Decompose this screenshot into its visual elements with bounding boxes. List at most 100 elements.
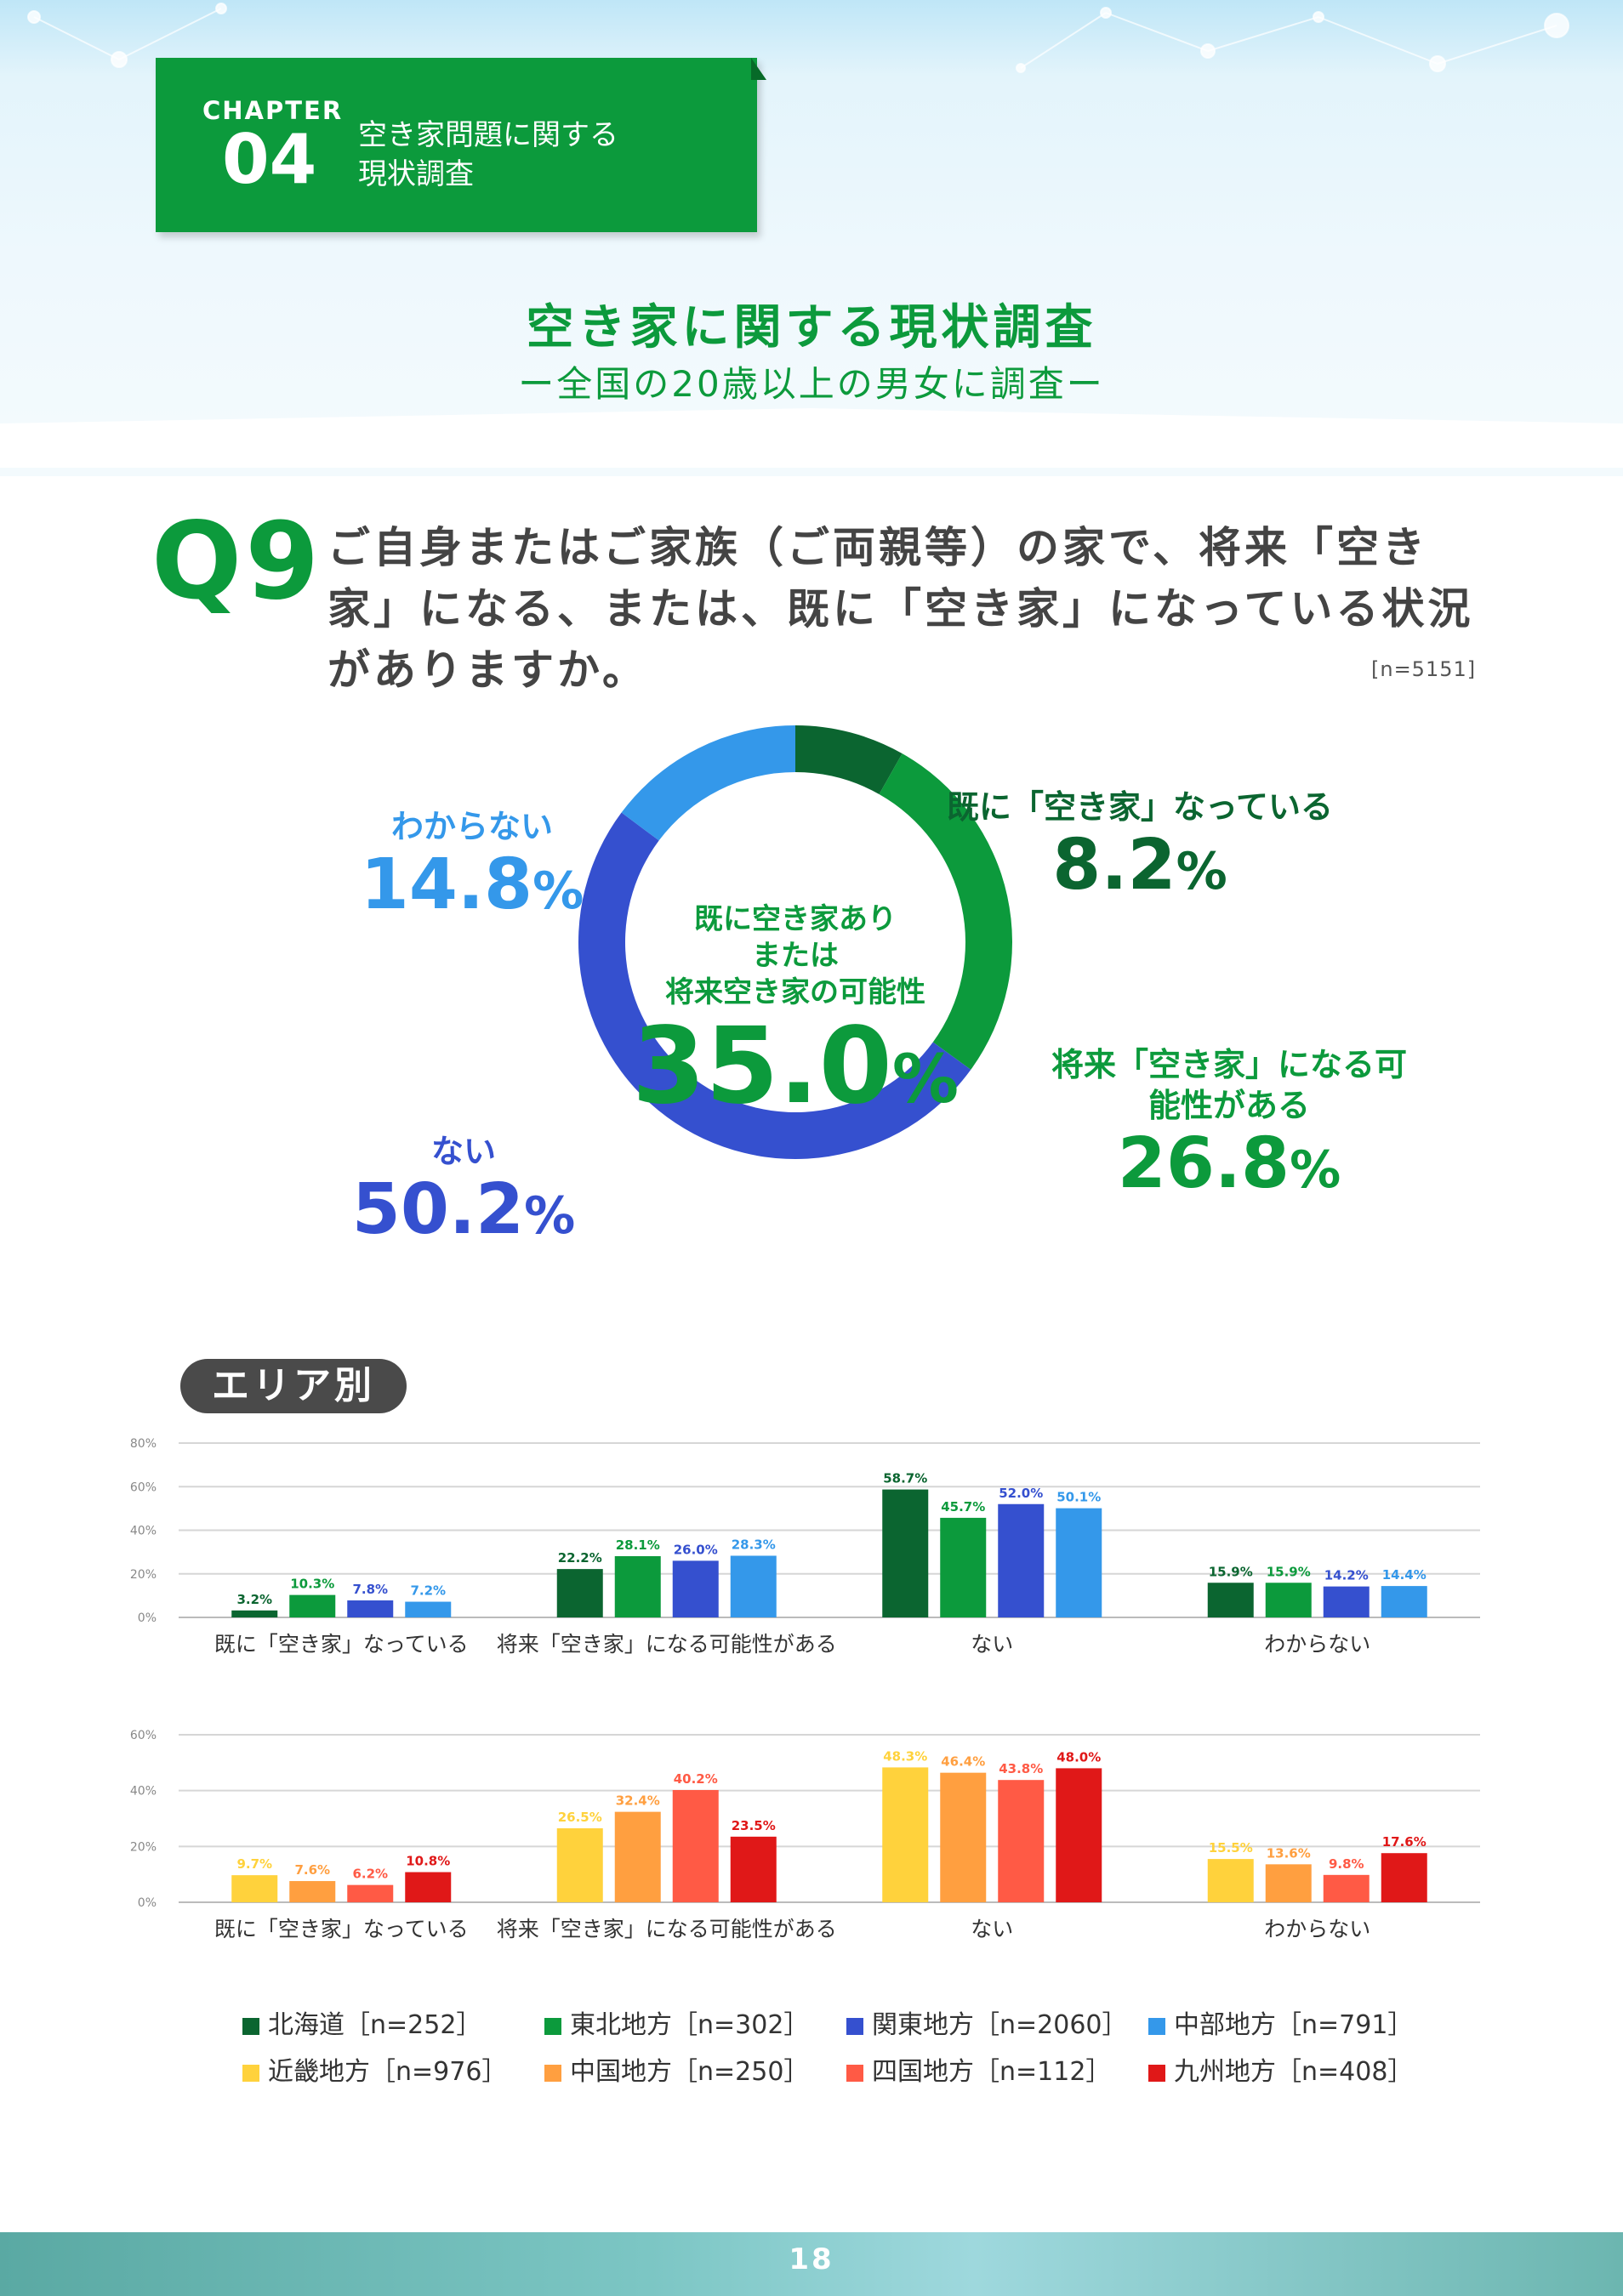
y-tick-label: 40% xyxy=(130,1785,157,1799)
bar-value-label: 48.3% xyxy=(883,1748,927,1764)
donut-slice-future xyxy=(879,753,1013,1070)
donut-label-future-text: 将来「空き家」になる可能性がある xyxy=(1051,1046,1407,1124)
sample-size: [n=5151] xyxy=(1371,657,1477,681)
bar-value-label: 7.8% xyxy=(352,1582,388,1597)
y-tick-label: 20% xyxy=(130,1840,157,1854)
donut-chart xyxy=(578,725,1013,1160)
legend-swatch xyxy=(1148,2065,1165,2082)
bar-value-label: 28.1% xyxy=(616,1537,660,1553)
legend-swatch xyxy=(242,2065,259,2082)
x-category-label: 将来「空き家」になる可能性がある xyxy=(497,1632,837,1657)
bar-value-label: 26.5% xyxy=(558,1810,602,1825)
bar xyxy=(614,1555,661,1617)
legend-label: 九州地方［n=408］ xyxy=(1174,2057,1414,2087)
donut-slice-unknown xyxy=(621,725,795,841)
network-pattern-decoration xyxy=(27,3,1569,73)
x-category-label: 既に「空き家」なっている xyxy=(214,1917,469,1941)
bar xyxy=(347,1600,394,1617)
legend-item: 四国地方［n=112］ xyxy=(846,2055,1111,2089)
bar xyxy=(1207,1859,1254,1902)
legend-swatch xyxy=(846,2065,863,2082)
bar xyxy=(289,1594,336,1617)
legend-item: 北海道［n=252］ xyxy=(242,2009,481,2043)
donut-center-unit: % xyxy=(891,1042,960,1118)
bar-value-label: 32.4% xyxy=(616,1793,660,1809)
legend-swatch xyxy=(846,2018,863,2035)
bar-value-label: 58.7% xyxy=(883,1471,927,1486)
legend-swatch xyxy=(544,2065,561,2082)
y-tick-label: 0% xyxy=(138,1896,157,1910)
bar-value-label: 43.8% xyxy=(999,1761,1043,1776)
x-category-label: わからない xyxy=(1264,1632,1370,1657)
x-category-label: ない xyxy=(971,1917,1013,1941)
donut-label-unknown: わからない 14.8% xyxy=(345,806,600,929)
x-category-label: 将来「空き家」になる可能性がある xyxy=(497,1917,837,1941)
bar-value-label: 28.3% xyxy=(732,1537,776,1552)
area-bar-chart-top: 0% 20% 40% 60% 80% 3.2% 10.3% 7.8% 7.2% 既に「空き家」なっ… xyxy=(130,1437,1480,1657)
bar xyxy=(1381,1853,1427,1902)
question-number: Q9 xyxy=(151,500,323,623)
page-number: 18 xyxy=(789,2242,834,2276)
chapter-banner-fold xyxy=(751,58,766,80)
x-category-label: わからない xyxy=(1264,1917,1370,1941)
y-tick-label: 0% xyxy=(138,1611,157,1625)
bar-value-label: 13.6% xyxy=(1267,1845,1311,1861)
question-text: ご自身またはご家族（ご両親等）の家で、将来「空き家」になる、または、既に「空き家… xyxy=(327,523,1474,695)
donut-slice-no xyxy=(578,812,971,1160)
bar xyxy=(998,1503,1045,1617)
bar xyxy=(347,1884,394,1902)
bar-value-label: 9.7% xyxy=(236,1856,272,1872)
y-tick-label: 80% xyxy=(130,1437,157,1451)
bar xyxy=(940,1517,987,1617)
bar xyxy=(1323,1874,1370,1902)
bar xyxy=(672,1560,719,1617)
bar-value-label: 7.6% xyxy=(294,1862,330,1878)
bar xyxy=(614,1811,661,1902)
bar-value-label: 3.2% xyxy=(236,1592,272,1607)
bar-value-label: 15.9% xyxy=(1209,1564,1253,1579)
survey-subtitle: ー全国の20歳以上の男女に調査ー xyxy=(518,363,1105,405)
bar-value-label: 50.1% xyxy=(1056,1490,1101,1505)
bar-value-label: 22.2% xyxy=(558,1550,602,1566)
legend-item: 九州地方［n=408］ xyxy=(1148,2055,1413,2089)
bar xyxy=(998,1780,1045,1902)
bar xyxy=(405,1601,452,1617)
bar-value-label: 10.3% xyxy=(290,1577,334,1592)
footer-band xyxy=(0,2232,1623,2296)
bar xyxy=(231,1610,278,1617)
bar xyxy=(405,1872,452,1902)
donut-center: 既に空き家あり または 将来空き家の可能性 35.0% xyxy=(625,901,965,1135)
donut-label-no: ない 50.2% xyxy=(340,1131,587,1254)
bar xyxy=(231,1875,278,1902)
bar xyxy=(882,1489,929,1617)
bar xyxy=(289,1881,336,1902)
donut-label-no-unit: % xyxy=(524,1186,576,1246)
bar-value-label: 14.4% xyxy=(1382,1567,1427,1583)
bar-value-label: 9.8% xyxy=(1329,1856,1364,1872)
legend-swatch xyxy=(242,2018,259,2035)
bar xyxy=(556,1569,603,1617)
chapter-number: 04 xyxy=(222,120,317,199)
bar-value-label: 48.0% xyxy=(1056,1749,1101,1765)
bar xyxy=(1265,1583,1312,1617)
bar xyxy=(672,1790,719,1902)
donut-center-value: 35.0 xyxy=(631,1005,892,1128)
donut-center-caption: 既に空き家あり または 将来空き家の可能性 xyxy=(665,902,925,1009)
bar-value-label: 15.5% xyxy=(1209,1840,1253,1856)
legend-item: 中部地方［n=791］ xyxy=(1148,2009,1413,2043)
legend-label: 中部地方［n=791］ xyxy=(1174,2010,1414,2040)
bar-value-label: 52.0% xyxy=(999,1486,1043,1501)
bar xyxy=(1056,1768,1102,1902)
legend-label: 北海道［n=252］ xyxy=(268,2010,482,2040)
bar xyxy=(1323,1586,1370,1617)
bar xyxy=(940,1772,987,1902)
donut-label-future-value: 26.8 xyxy=(1117,1123,1290,1204)
y-tick-label: 60% xyxy=(130,1729,157,1742)
bar-value-label: 40.2% xyxy=(674,1771,718,1787)
donut-label-unknown-text: わからない xyxy=(390,808,553,845)
bar xyxy=(556,1827,603,1902)
header-band-chevron xyxy=(0,408,1623,468)
chapter-label: CHAPTER xyxy=(202,96,344,125)
donut-slice-already xyxy=(795,725,903,794)
bar-value-label: 45.7% xyxy=(941,1499,985,1515)
